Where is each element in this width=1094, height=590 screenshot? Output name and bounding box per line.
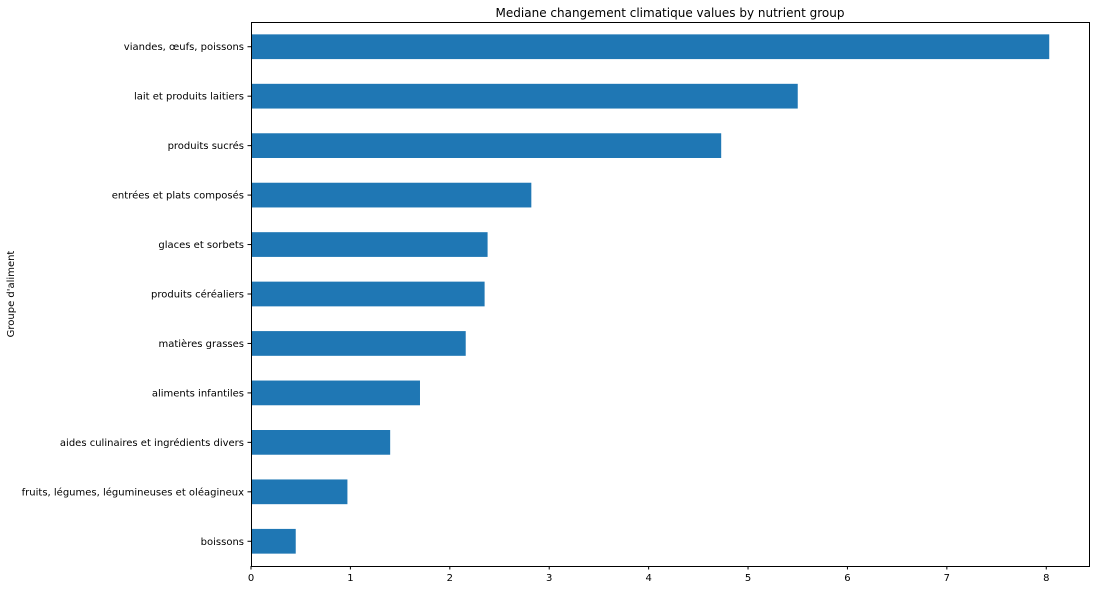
y-axis-ticks: boissons fruits, légumes, légumineuses et… <box>22 42 251 548</box>
x-tick-label: 5 <box>745 573 751 584</box>
y-tick-label: produits sucrés <box>168 140 244 152</box>
bar <box>251 380 420 406</box>
y-tick-label: aides culinaires et ingrédients divers <box>60 437 244 449</box>
x-tick-label: 2 <box>447 573 453 584</box>
y-tick-label: lait et produits laitiers <box>134 92 244 103</box>
bar-group <box>251 34 1050 554</box>
x-axis-ticks: 0 1 2 3 4 5 6 7 8 <box>248 566 1049 584</box>
bar <box>251 331 466 356</box>
bar <box>251 232 488 257</box>
y-tick-label: fruits, légumes, légumineuses et oléagin… <box>22 486 244 498</box>
bar <box>251 528 296 554</box>
y-tick-label: entrées et plats composés <box>112 190 244 202</box>
y-tick-label: glaces et sorbets <box>158 240 244 251</box>
bar <box>251 83 798 109</box>
y-tick-label: produits céréaliers <box>151 289 244 301</box>
x-tick-label: 1 <box>347 573 353 584</box>
bar <box>251 182 532 208</box>
x-tick-label: 3 <box>546 573 552 584</box>
y-tick-label: boissons <box>201 537 244 548</box>
y-axis-label: Groupe d'aliment <box>6 251 17 338</box>
plot-frame <box>251 22 1090 567</box>
bar <box>251 133 722 158</box>
x-tick-label: 4 <box>645 573 651 584</box>
bar <box>251 479 348 505</box>
bar <box>251 430 391 455</box>
bar <box>251 281 485 307</box>
x-tick-label: 0 <box>248 573 254 584</box>
y-tick-label: aliments infantiles <box>152 388 244 399</box>
y-tick-label: matières grasses <box>158 338 244 350</box>
x-tick-label: 6 <box>844 573 850 584</box>
chart-title: Mediane changement climatique values by … <box>496 6 845 20</box>
x-tick-label: 8 <box>1043 573 1049 584</box>
bar <box>251 34 1050 60</box>
x-tick-label: 7 <box>944 573 950 584</box>
y-tick-label: viandes, œufs, poissons <box>124 42 244 53</box>
